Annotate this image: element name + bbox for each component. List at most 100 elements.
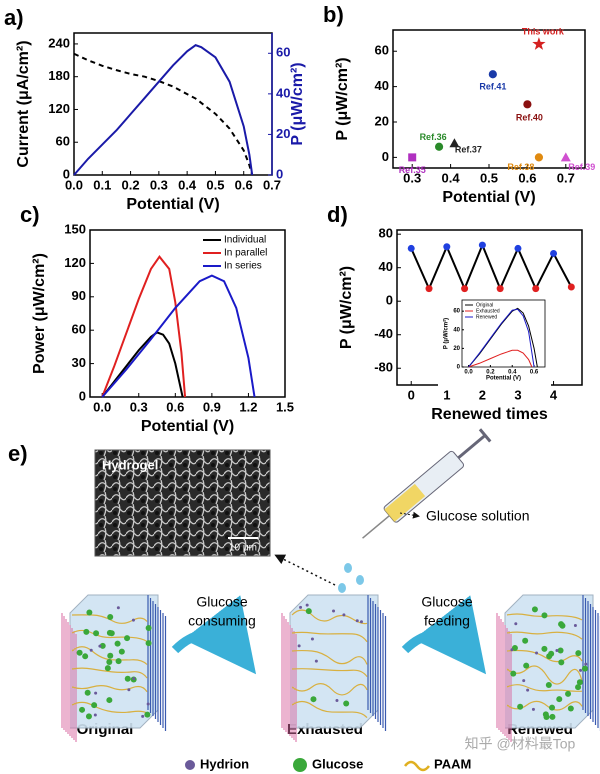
- process-arrow: [401, 595, 487, 675]
- glucose: [118, 648, 125, 655]
- x-tick-label: 0.3: [130, 399, 148, 414]
- hydrion: [310, 637, 314, 641]
- syringe-label: Glucose solution: [426, 508, 530, 524]
- chart: c) 0.0 0.3 0.6 0.9 1.2 1.5 0 30 60 90 120 150 Potenti…: [20, 202, 294, 435]
- glucose: [557, 647, 564, 654]
- paam-chain: [291, 700, 368, 719]
- chart: b) 0.3 0.4 0.5 0.6 0.7 0 20 40 60 Potential (V) P (…: [323, 2, 595, 206]
- plot-frame: [392, 29, 586, 169]
- x-axis-label: Potential (V): [126, 196, 219, 213]
- glucose: [549, 704, 556, 711]
- series-line: [468, 308, 535, 368]
- glucose: [567, 705, 574, 712]
- x-tick-label: 0.7: [263, 177, 281, 192]
- hydrion: [127, 688, 131, 692]
- y-tick-label: 0: [79, 388, 86, 403]
- x-tick-label: 3: [514, 387, 521, 402]
- x-tick-label: 0.6: [235, 177, 253, 192]
- hydrion: [141, 714, 145, 718]
- hydrion: [131, 618, 135, 622]
- x-axis-label: Potential (V): [141, 418, 234, 435]
- glucose: [523, 662, 530, 669]
- step-label: consuming: [188, 613, 256, 629]
- paam-chain: [71, 685, 148, 693]
- legend-label: PAAM: [434, 756, 471, 771]
- hydrion: [526, 688, 530, 692]
- x-axis-label: Potential (V): [486, 376, 521, 382]
- x-tick-label: 1: [443, 387, 450, 402]
- glucose: [106, 659, 113, 666]
- point-label: Ref.36: [420, 132, 447, 142]
- x-tick-label: 0.5: [206, 177, 224, 192]
- y-axis-label: Power (μW/cm²): [31, 253, 48, 374]
- glucose: [106, 697, 113, 704]
- glucose: [108, 630, 115, 637]
- hydrion: [522, 679, 526, 683]
- paam-chain: [71, 614, 148, 624]
- glucose: [565, 690, 572, 697]
- y-tick-label: -80: [374, 360, 393, 375]
- y-tick-label: 90: [72, 288, 86, 303]
- glucose: [144, 711, 151, 718]
- glucose: [531, 606, 538, 613]
- scale-bar-label: 10 μm: [229, 543, 257, 554]
- panel-label: c): [20, 202, 40, 227]
- hydrion: [98, 644, 102, 648]
- glucose: [86, 609, 93, 616]
- paam-chain: [506, 649, 583, 663]
- hydrion: [116, 606, 120, 610]
- syringe-plunger: [457, 434, 487, 460]
- paam-chain: [506, 665, 583, 685]
- panel-label: a): [4, 5, 24, 30]
- x-tick-label: 0.1: [93, 177, 111, 192]
- x-tick-label: 0.4: [178, 177, 197, 192]
- paam-chain: [71, 667, 148, 679]
- point-label: Ref.37: [455, 145, 482, 155]
- data-point: [522, 99, 533, 110]
- legend-label: In parallel: [224, 248, 267, 259]
- glucose: [124, 675, 131, 682]
- droplet: [356, 575, 364, 585]
- syringe: [362, 428, 492, 539]
- panel-label: b): [323, 2, 344, 27]
- data-point: [478, 241, 486, 249]
- paam-chain: [71, 701, 148, 714]
- hydrion: [359, 620, 363, 624]
- glucose: [145, 624, 152, 631]
- hydrion: [332, 609, 336, 613]
- x-tick-label: 0.5: [480, 170, 498, 185]
- step-label: Glucose: [421, 594, 473, 610]
- x-tick-label: 4: [550, 387, 558, 402]
- legend-symbol: [404, 760, 430, 772]
- data-point: [496, 285, 504, 293]
- x-tick-label: 0.4: [442, 170, 461, 185]
- y-tick-label: 240: [48, 35, 70, 50]
- x-tick-label: 0.6: [530, 370, 539, 376]
- y-tick-label: 20: [375, 113, 389, 128]
- hydrion: [514, 622, 518, 626]
- x-tick-label: 0.4: [508, 370, 517, 376]
- y-tick-label: 40: [375, 78, 389, 93]
- y2-axis-label: P (μW/cm²): [289, 62, 306, 145]
- glucose: [556, 696, 563, 703]
- x-tick-label: 0.7: [557, 170, 575, 185]
- panel-label: e): [8, 441, 28, 466]
- y-tick-label: 0: [386, 293, 393, 308]
- plot-frame: [73, 32, 273, 176]
- y-axis-label: P (μW/cm²): [334, 57, 351, 140]
- x-axis-label: Potential (V): [442, 189, 535, 206]
- point-label: Ref.39: [568, 162, 595, 172]
- syringe-liquid: [384, 483, 426, 522]
- hydrion: [314, 659, 318, 663]
- paam-chain: [71, 646, 148, 665]
- chart: d) 0 1 2 3 4 -80 -40 0 40 80 Renewed times P (μW/cm²…: [327, 202, 583, 423]
- series-line: [410, 242, 573, 292]
- x-tick-label: 2: [479, 387, 486, 402]
- glucose: [145, 640, 152, 647]
- glucose: [99, 642, 106, 649]
- legend-label: In series: [224, 261, 262, 272]
- glucose: [83, 628, 90, 635]
- x-tick-label: 0.3: [403, 170, 421, 185]
